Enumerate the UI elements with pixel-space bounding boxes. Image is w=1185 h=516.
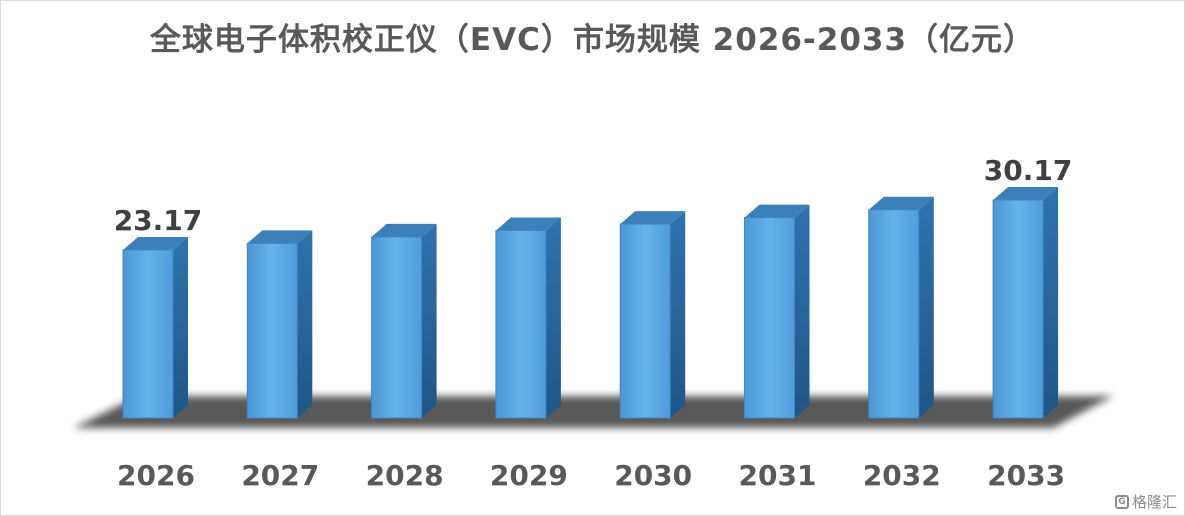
bars-group <box>122 187 1059 419</box>
category-label-2028: 2028 <box>366 459 444 492</box>
bar-front <box>619 223 671 419</box>
floor-shadow-shape <box>73 396 1114 428</box>
bar-2030 <box>619 211 686 419</box>
bar-top <box>247 230 313 244</box>
bar-top <box>868 196 934 210</box>
bar-2027 <box>246 230 313 419</box>
watermark: G 格隆汇 <box>1114 491 1177 512</box>
bar-side <box>421 223 437 418</box>
bar-2026 <box>122 237 188 419</box>
bar-side <box>918 196 934 418</box>
bar-2032 <box>868 196 934 419</box>
bar-side <box>670 211 686 418</box>
bar-2029 <box>495 217 561 419</box>
bar-side <box>545 217 561 418</box>
category-label-2033: 2033 <box>987 459 1065 492</box>
category-label-2027: 2027 <box>241 459 319 492</box>
labels-group: 2026 23.17 2027 2028 2029 2030 2031 2032 2033 30.… <box>114 154 1073 492</box>
bar-side <box>794 204 810 418</box>
bar-front <box>868 209 920 419</box>
data-label-2026: 23.17 <box>114 204 203 237</box>
bar-top <box>495 217 561 231</box>
chart-title: 全球电子体积校正仪（EVC）市场规模 2026-2033（亿元） <box>149 22 1036 58</box>
bar-top <box>993 187 1059 200</box>
watermark-text: 格隆汇 <box>1131 493 1177 511</box>
bar-front <box>495 230 547 419</box>
bar-2031 <box>744 204 810 419</box>
category-label-2031: 2031 <box>739 459 817 492</box>
category-label-2030: 2030 <box>614 459 692 492</box>
bar-top <box>620 211 686 225</box>
bar-side <box>1043 187 1059 418</box>
bar-front <box>246 242 298 419</box>
bar-top <box>123 237 188 250</box>
data-label-2033: 30.17 <box>984 154 1073 187</box>
bar-2033 <box>992 187 1059 419</box>
bar-top <box>371 223 437 237</box>
category-label-2026: 2026 <box>117 459 195 492</box>
bar-front <box>122 249 174 419</box>
bar-side <box>173 237 188 418</box>
bar-top <box>744 204 810 218</box>
category-label-2032: 2032 <box>863 459 941 492</box>
gelonghui-logo-icon: G <box>1114 494 1129 509</box>
floor-shadow <box>73 396 1114 428</box>
category-label-2029: 2029 <box>490 459 568 492</box>
bar-2028 <box>371 223 437 419</box>
bar-front <box>744 217 795 419</box>
bar-front <box>371 236 423 419</box>
bar-side <box>297 230 313 418</box>
bar-front <box>992 199 1044 419</box>
